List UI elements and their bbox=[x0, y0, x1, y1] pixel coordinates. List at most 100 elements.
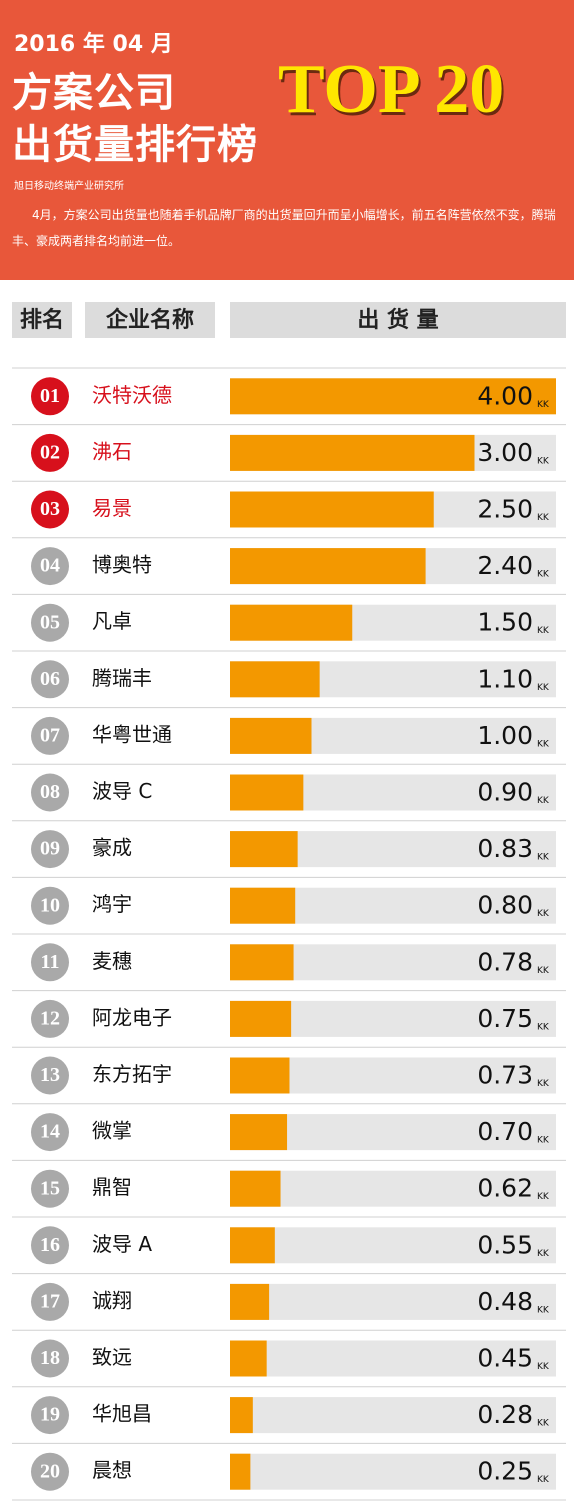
description: 4月，方案公司出货量也随着手机品牌厂商的出货量回升而呈小幅增长，前五名阵营依然不… bbox=[12, 208, 556, 248]
unit: KK bbox=[537, 1362, 550, 1372]
value-label: 0.28 bbox=[477, 1400, 533, 1429]
value-label: 1.50 bbox=[477, 608, 533, 637]
bar-track bbox=[230, 1397, 556, 1434]
company-name: 阿龙电子 bbox=[92, 1005, 172, 1029]
rank: 01 bbox=[40, 385, 60, 407]
unit: KK bbox=[537, 1419, 550, 1429]
bar-track bbox=[230, 1170, 556, 1207]
company-name: 华旭昌 bbox=[92, 1402, 152, 1426]
company-name: 凡卓 bbox=[92, 609, 132, 633]
rank: 12 bbox=[40, 1007, 60, 1029]
unit: KK bbox=[537, 966, 550, 976]
column-header: 出 货 量 bbox=[357, 307, 438, 333]
unit: KK bbox=[537, 796, 550, 806]
unit: KK bbox=[537, 909, 550, 919]
value-label: 1.10 bbox=[477, 664, 533, 693]
rank-badge bbox=[31, 886, 69, 925]
unit: KK bbox=[537, 1305, 550, 1315]
value-label: 3.00 bbox=[477, 438, 533, 467]
unit: KK bbox=[537, 1192, 550, 1202]
unit: KK bbox=[537, 1136, 550, 1146]
value-label: 0.25 bbox=[477, 1457, 533, 1486]
bar-track bbox=[230, 1283, 556, 1320]
company-name: 波导 C bbox=[92, 779, 152, 803]
company-name: 鸿宇 bbox=[92, 892, 132, 916]
title: 方案公司 bbox=[12, 70, 176, 116]
rank-badge bbox=[31, 773, 69, 812]
source: 旭日移动终端产业研究所 bbox=[14, 181, 124, 192]
value-label: 0.45 bbox=[477, 1344, 533, 1373]
rank-badge bbox=[31, 660, 69, 699]
header-cell bbox=[230, 302, 566, 338]
rank-badge bbox=[31, 603, 69, 642]
rank: 05 bbox=[40, 611, 60, 633]
bar bbox=[230, 378, 556, 415]
rank: 13 bbox=[40, 1064, 60, 1086]
title: 出货量排行榜 bbox=[12, 122, 258, 168]
rank-badge bbox=[31, 830, 69, 869]
company-name: 沸石 bbox=[92, 439, 132, 463]
header-cell bbox=[85, 302, 215, 338]
rank: 17 bbox=[40, 1290, 60, 1312]
value-label: 0.55 bbox=[477, 1230, 533, 1259]
unit: KK bbox=[537, 570, 550, 580]
bar bbox=[230, 887, 296, 924]
header: 2016 年 04 月 方案公司 出货量排行榜 TOP 20 旭日移动终端产业研… bbox=[0, 0, 574, 280]
rank: 20 bbox=[40, 1460, 60, 1482]
rank-badge bbox=[31, 1339, 69, 1378]
date: 2016 年 04 月 bbox=[14, 32, 173, 57]
bar bbox=[230, 548, 426, 585]
value-label: 0.48 bbox=[477, 1287, 533, 1316]
company-name: 晨想 bbox=[92, 1458, 132, 1482]
value-label: 0.62 bbox=[477, 1174, 533, 1203]
rank-badge bbox=[31, 490, 69, 529]
unit: KK bbox=[537, 739, 550, 749]
rank: 16 bbox=[40, 1234, 60, 1256]
company-name: 腾瑞丰 bbox=[92, 666, 152, 690]
badge: TOP 20 bbox=[278, 51, 505, 128]
value-label: 2.50 bbox=[477, 495, 533, 524]
bar bbox=[230, 1397, 253, 1434]
unit: KK bbox=[537, 853, 550, 863]
bar bbox=[230, 604, 353, 641]
rank-badge bbox=[31, 1396, 69, 1435]
bar bbox=[230, 1000, 292, 1037]
value-label: 0.90 bbox=[477, 778, 533, 807]
rank-badge bbox=[31, 716, 69, 755]
value-label: 0.73 bbox=[477, 1061, 533, 1090]
rank-badge bbox=[31, 999, 69, 1038]
rank: 19 bbox=[40, 1404, 60, 1426]
rank: 09 bbox=[40, 838, 60, 860]
rank: 04 bbox=[40, 555, 60, 577]
rank: 11 bbox=[41, 951, 60, 973]
unit: KK bbox=[537, 513, 550, 523]
rank: 14 bbox=[40, 1121, 60, 1143]
bar bbox=[230, 717, 312, 754]
bar bbox=[230, 1057, 290, 1094]
rank: 07 bbox=[40, 724, 60, 746]
bar-track bbox=[230, 1227, 556, 1264]
value-label: 0.75 bbox=[477, 1004, 533, 1033]
rank-badge bbox=[31, 433, 69, 472]
bar bbox=[230, 434, 475, 471]
company-name: 豪成 bbox=[92, 836, 132, 860]
unit: KK bbox=[537, 1022, 550, 1032]
rank-badge bbox=[31, 943, 69, 982]
rank: 06 bbox=[40, 668, 60, 690]
column-header: 企业名称 bbox=[105, 307, 194, 333]
rank: 18 bbox=[40, 1347, 60, 1369]
header-cell bbox=[12, 302, 72, 338]
company-name: 鼎智 bbox=[92, 1175, 132, 1199]
column-header: 排名 bbox=[20, 307, 64, 333]
rank: 03 bbox=[40, 498, 60, 520]
bar bbox=[230, 944, 294, 981]
value-label: 1.00 bbox=[477, 721, 533, 750]
value-label: 0.80 bbox=[477, 891, 533, 920]
rank-badge bbox=[31, 1056, 69, 1095]
unit: KK bbox=[537, 1079, 550, 1089]
unit: KK bbox=[537, 456, 550, 466]
bar bbox=[230, 1114, 288, 1151]
company-name: 波导 A bbox=[92, 1232, 152, 1256]
company-name: 博奥特 bbox=[92, 553, 152, 577]
